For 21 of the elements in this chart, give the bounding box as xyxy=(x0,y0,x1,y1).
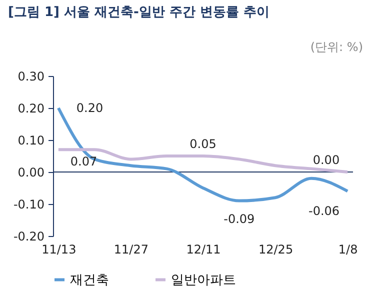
y-tick-label: -0.20 xyxy=(13,230,44,244)
x-tick-label: 11/13 xyxy=(42,242,76,256)
data-label: -0.09 xyxy=(224,212,255,226)
text: (단위: %) xyxy=(310,40,363,54)
data-label: 0.20 xyxy=(76,101,104,115)
x-tick-label: 11/27 xyxy=(114,242,149,256)
y-tick-label: -0.10 xyxy=(13,198,44,212)
x-tick-label: 12/25 xyxy=(258,242,294,256)
x-tick-label: 1/8 xyxy=(338,242,358,256)
x-tick-label: 12/11 xyxy=(186,242,221,256)
y-tick-label: 0.00 xyxy=(18,166,44,180)
chart-title: [그림 1] 서울 재건축-일반 주간 변동률 추이 xyxy=(8,5,270,20)
legend-label: 일반아파트 xyxy=(171,272,236,288)
data-label: 0.07 xyxy=(70,154,98,169)
y-tick-label: 0.10 xyxy=(18,134,44,148)
data-label: -0.06 xyxy=(308,204,340,218)
data-label: 0.05 xyxy=(190,137,216,151)
legend-label: 재건축 xyxy=(70,272,109,288)
y-tick-label: 0.20 xyxy=(18,102,44,116)
y-tick-label: 0.30 xyxy=(18,70,44,84)
data-label: 0.00 xyxy=(312,153,340,167)
